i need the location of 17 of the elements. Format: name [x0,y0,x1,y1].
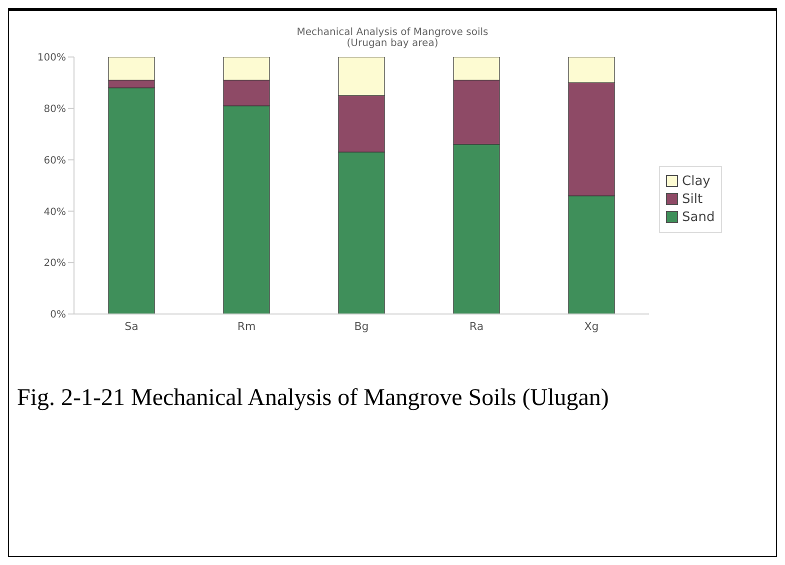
chart-title: Mechanical Analysis of Mangrove soils [296,27,490,38]
y-tick-label: 100% [37,52,66,64]
x-tick-label: Rm [237,320,256,333]
x-tick-label: Sa [124,320,138,333]
y-tick-label: 20% [44,258,66,270]
y-tick-label: 80% [44,104,66,115]
chart-subtitle: (Urugan bay area) [346,38,438,49]
legend-label: Silt [681,192,704,206]
x-tick-label: Bg [354,320,369,333]
x-tick-label: Ra [469,320,484,333]
y-tick-label: 60% [44,155,66,166]
y-tick-label: 0% [50,310,66,321]
legend-label: Sand [681,210,715,224]
y-tick-label: 40% [44,206,66,218]
legend-label: Clay [681,174,712,188]
caption: Fig. 2-1-21 Mechanical Analysis of Mangrove Soils (Ulugan) [17,384,610,413]
x-tick-label: Xg [584,320,599,333]
